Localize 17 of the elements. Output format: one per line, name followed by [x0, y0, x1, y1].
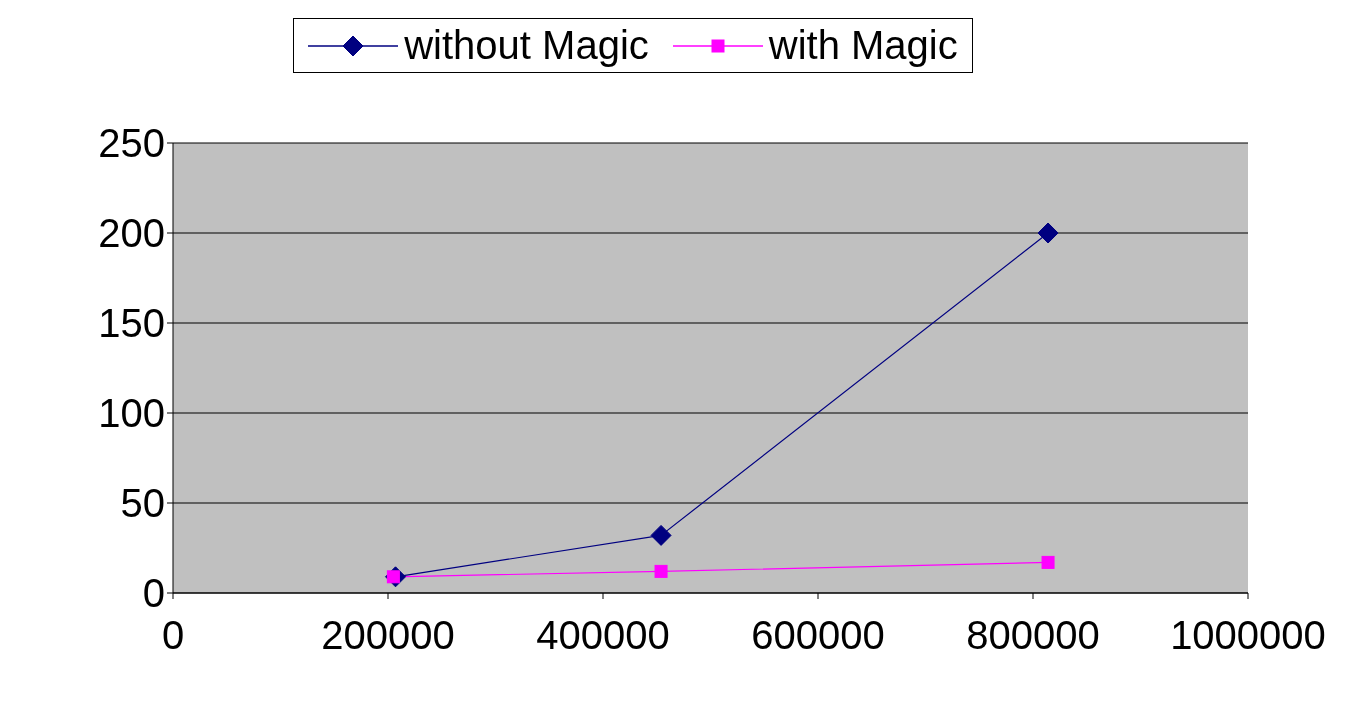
x-tick-label: 1000000 — [1170, 613, 1326, 658]
legend-label: without Magic — [404, 23, 649, 68]
x-tick-label: 400000 — [536, 613, 670, 658]
point — [654, 564, 668, 578]
y-tick-label: 250 — [98, 121, 165, 166]
x-tick-label: 200000 — [321, 613, 455, 658]
point — [1041, 555, 1055, 569]
point — [650, 524, 672, 546]
x-tick-label: 600000 — [751, 613, 885, 658]
y-tick-label: 200 — [98, 211, 165, 256]
y-tick-label: 50 — [120, 481, 165, 526]
legend-label: with Magic — [768, 23, 958, 68]
y-tick-label: 100 — [98, 391, 165, 436]
x-tick-label: 800000 — [966, 613, 1100, 658]
y-tick-label: 150 — [98, 301, 165, 346]
y-tick-label: 0 — [142, 571, 165, 616]
point — [1037, 222, 1059, 244]
